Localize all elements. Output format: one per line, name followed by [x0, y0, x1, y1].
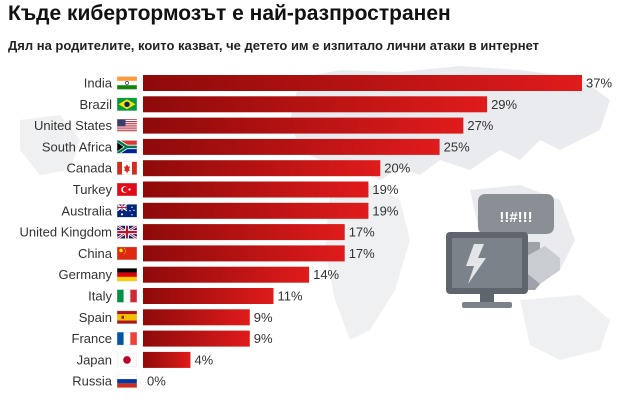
- flag-uk-icon: [117, 225, 137, 239]
- flag-australia-icon: [117, 204, 137, 218]
- value-label-japan: 4%: [194, 352, 213, 367]
- bar-united-kingdom: [143, 224, 345, 241]
- cyberbullying-computer-icon: !!#!!!: [446, 194, 560, 308]
- category-label-india: India: [84, 76, 113, 91]
- bar-france: [143, 330, 250, 347]
- value-label-china: 17%: [349, 246, 375, 261]
- bubble-text: !!#!!!: [499, 209, 532, 226]
- category-label-france: France: [72, 331, 112, 346]
- category-label-china: China: [78, 246, 113, 261]
- bar-india: [143, 75, 582, 91]
- flag-india-icon: [117, 76, 137, 90]
- bar-turkey: [143, 181, 369, 198]
- chart-subtitle: Дял на родителите, които казват, че дете…: [8, 38, 539, 53]
- category-label-russia: Russia: [72, 374, 113, 389]
- category-label-spain: Spain: [79, 310, 112, 325]
- flag-germany-icon: [117, 268, 137, 282]
- value-label-turkey: 19%: [372, 182, 398, 197]
- flag-france-icon: [117, 332, 137, 346]
- category-label-turkey: Turkey: [73, 182, 113, 197]
- category-label-japan: Japan: [77, 352, 112, 367]
- category-label-australia: Australia: [61, 203, 112, 218]
- value-label-united-kingdom: 17%: [349, 225, 375, 240]
- flag-italy-icon: [117, 289, 137, 303]
- value-label-russia: 0%: [147, 374, 166, 389]
- bar-germany: [143, 266, 310, 283]
- value-label-italy: 11%: [278, 289, 303, 304]
- value-label-united-states: 27%: [467, 118, 493, 133]
- value-label-brazil: 29%: [491, 97, 517, 112]
- category-label-italy: Italy: [88, 289, 112, 304]
- flag-china-icon: [117, 246, 137, 260]
- flag-russia-icon: [117, 374, 137, 388]
- bar-australia: [143, 202, 369, 219]
- value-label-germany: 14%: [313, 267, 339, 282]
- category-label-united-states: United States: [34, 118, 113, 133]
- flag-canada-icon: [117, 161, 137, 175]
- value-label-australia: 19%: [372, 203, 398, 218]
- category-label-united-kingdom: United Kingdom: [20, 225, 113, 240]
- bar-canada: [143, 160, 381, 177]
- flag-brazil-icon: [117, 97, 137, 111]
- chart-title: Къде кибертормозът е най-разпространен: [8, 2, 451, 25]
- flag-usa-icon: [117, 119, 137, 133]
- value-label-india: 37%: [586, 76, 612, 91]
- category-label-canada: Canada: [66, 161, 112, 176]
- bar-spain: [143, 309, 250, 326]
- bar-china: [143, 245, 345, 262]
- flag-spain-icon: [117, 310, 137, 324]
- value-label-south-africa: 25%: [444, 139, 470, 154]
- value-label-france: 9%: [254, 331, 273, 346]
- flag-japan-icon: [117, 353, 137, 367]
- bar-south-africa: [143, 138, 440, 155]
- flag-south-africa-icon: [117, 140, 137, 154]
- category-label-germany: Germany: [59, 267, 113, 282]
- category-label-brazil: Brazil: [79, 97, 112, 112]
- bar-brazil: [143, 96, 488, 113]
- bar-united-states: [143, 117, 464, 134]
- bar-japan: [143, 351, 191, 368]
- category-label-south-africa: South Africa: [42, 139, 113, 154]
- bar-italy: [143, 288, 274, 304]
- flag-turkey-icon: [117, 183, 137, 196]
- value-label-spain: 9%: [254, 310, 273, 325]
- value-label-canada: 20%: [384, 161, 410, 176]
